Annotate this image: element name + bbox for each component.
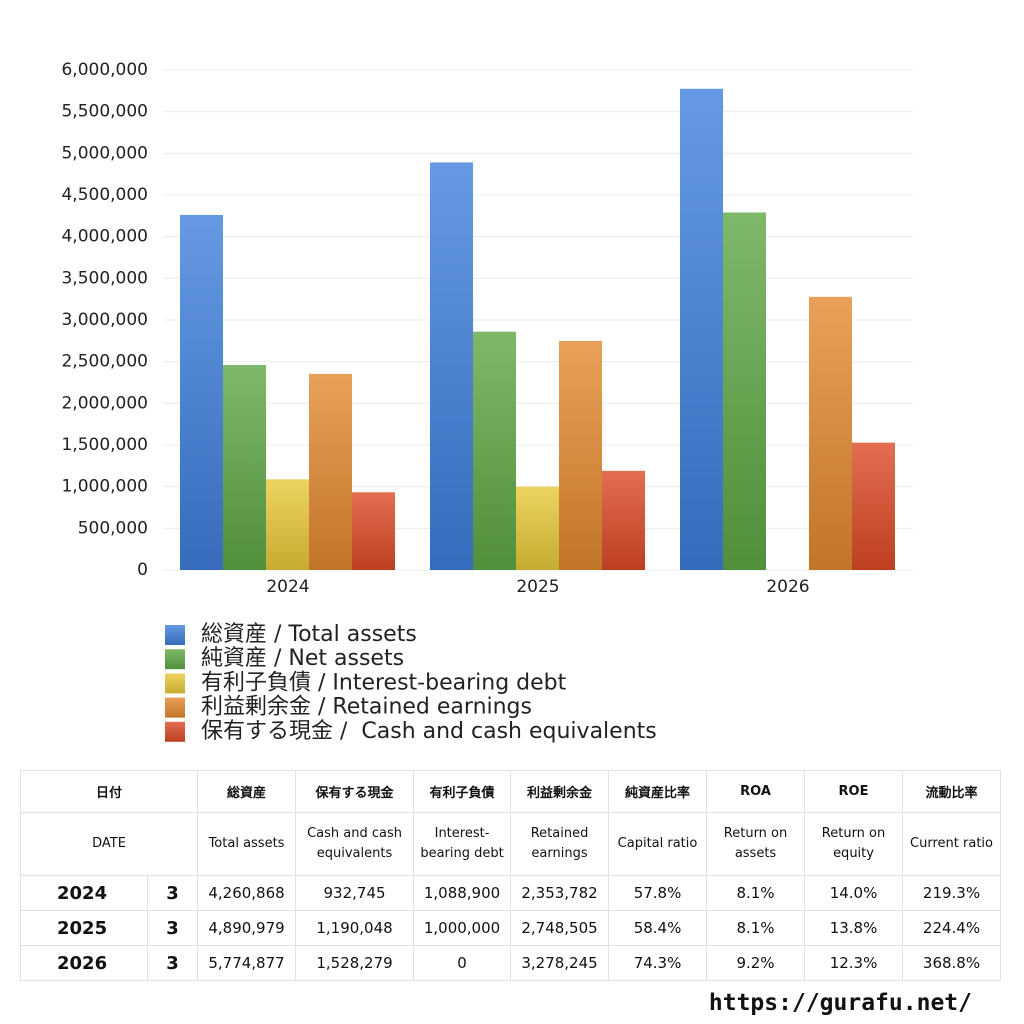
table-cell: 9.2% [706,945,806,981]
bar [352,492,395,570]
table-cell: 1,528,279 [295,945,415,981]
table-cell: 13.8% [804,910,904,946]
legend-label: 保有する現金 / Cash and cash equivalents [201,719,657,744]
table-cell: 2024 [20,875,148,911]
table-cell: 保有する現金 [295,770,415,813]
x-tick-label: 2025 [516,577,559,597]
table-cell: 12.3% [804,945,904,981]
y-tick-label: 3,500,000 [61,268,148,288]
bar [559,340,602,570]
legend-swatch [165,649,185,670]
table-cell: 4,890,979 [197,910,297,946]
x-tick-label: 2024 [266,577,309,597]
footer-url: https://gurafu.net/ [708,990,972,1016]
y-tick-label: 1,000,000 [61,477,148,497]
bar [680,88,723,570]
bar [430,162,473,571]
table-cell: Interest-bearing debt [413,812,512,876]
legend-swatch [165,697,185,718]
table-cell: 利益剰余金 [510,770,610,813]
table-cell: 3,278,245 [510,945,610,981]
bar [180,214,223,570]
legend-swatch [165,673,185,694]
table-cell: ROE [804,770,904,813]
y-tick-label: 3,000,000 [61,310,148,330]
table-cell: Total assets [197,812,297,876]
table-cell: 2026 [20,945,148,981]
x-tick-label: 2026 [766,577,809,597]
bar [266,479,309,570]
table-cell: Current ratio [902,812,1002,876]
table-cell: 1,088,900 [413,875,512,911]
table-cell: 1,000,000 [413,910,512,946]
table-cell: 流動比率 [902,770,1002,813]
table-cell: 0 [413,945,512,981]
bar [309,373,352,570]
table-cell: 8.1% [706,875,806,911]
y-tick-label: 0 [137,560,148,580]
table-cell: 2025 [20,910,148,946]
table-row: 日付 総資産 保有する現金 有利子負債 利益剰余金 純資産比率 ROA ROE 流動比率 [19,770,1002,813]
table-cell: 総資産 [197,770,297,813]
bar [809,296,852,570]
y-tick-label: 6,000,000 [61,60,148,80]
table-cell: Cash and cash equivalents [295,812,415,876]
table-cell: Return on equity [804,812,904,876]
y-tick-label: 5,500,000 [61,102,148,122]
table-cell: 224.4% [902,910,1002,946]
legend-swatch [165,625,185,645]
table-cell: DATE [19,812,199,876]
table-cell: 1,190,048 [295,910,415,946]
table-cell: Return on assets [706,812,806,876]
y-tick-label: 2,500,000 [61,352,148,372]
bar [602,470,645,570]
bar [223,365,266,570]
table-cell: 57.8% [608,875,708,911]
bar [852,442,895,570]
table-cell: 74.3% [608,945,708,981]
bar [723,212,766,570]
legend-label: 総資産 / Total assets [201,622,417,647]
legend-label: 有利子負債 / Interest-bearing debt [201,670,567,695]
table-row: DATE Total assets Cash and cash equivalent… [19,812,1002,876]
table-cell: Capital ratio [608,812,708,876]
table-cell: 4,260,868 [197,875,297,911]
y-tick-label: 1,500,000 [61,435,148,455]
table-cell: 3 [146,875,199,911]
data-table: 日付 総資産 保有する現金 有利子負債 利益剰余金 純資産比率 ROA ROE 流動比率 DATE… [19,770,1002,981]
table-cell: 8.1% [706,910,806,946]
table-cell: 2,353,782 [510,875,610,911]
table-cell: 368.8% [902,945,1002,981]
y-tick-label: 4,500,000 [61,185,148,205]
table-cell: 14.0% [804,875,904,911]
y-tick-label: 2,000,000 [61,393,148,413]
table-row: 2026 3 5,774,877 1,528,279 0 3,278,245 74.3% 9.… [20,945,1002,981]
table-cell: 純資産比率 [608,770,708,813]
table-cell: Retained earnings [510,812,610,876]
legend-label: 利益剰余金 / Retained earnings [201,695,532,720]
table-cell: 932,745 [295,875,415,911]
table-cell: 日付 [19,770,199,813]
y-tick-label: 500,000 [78,518,148,538]
legend-swatch [165,721,185,742]
table-cell: 2,748,505 [510,910,610,946]
table-cell: 219.3% [902,875,1002,911]
table-row: 2024 3 4,260,868 932,745 1,088,900 2,353,782 5… [20,875,1002,911]
table-cell: 有利子負債 [413,770,512,813]
y-tick-label: 4,000,000 [61,227,148,247]
table-cell: 3 [146,945,199,981]
table-cell: ROA [706,770,806,813]
legend-label: 純資産 / Net assets [201,646,404,671]
bar [473,331,516,570]
y-tick-label: 5,000,000 [61,143,148,163]
table-cell: 5,774,877 [197,945,297,981]
table-row: 2025 3 4,890,979 1,190,048 1,000,000 2,748,50… [20,910,1002,946]
chart: 0 500,000 1,000,000 1,500,000 2,000,000 2,500… [61,60,913,744]
table-cell: 3 [146,910,199,946]
bar [516,486,559,570]
table-cell: 58.4% [608,910,708,946]
